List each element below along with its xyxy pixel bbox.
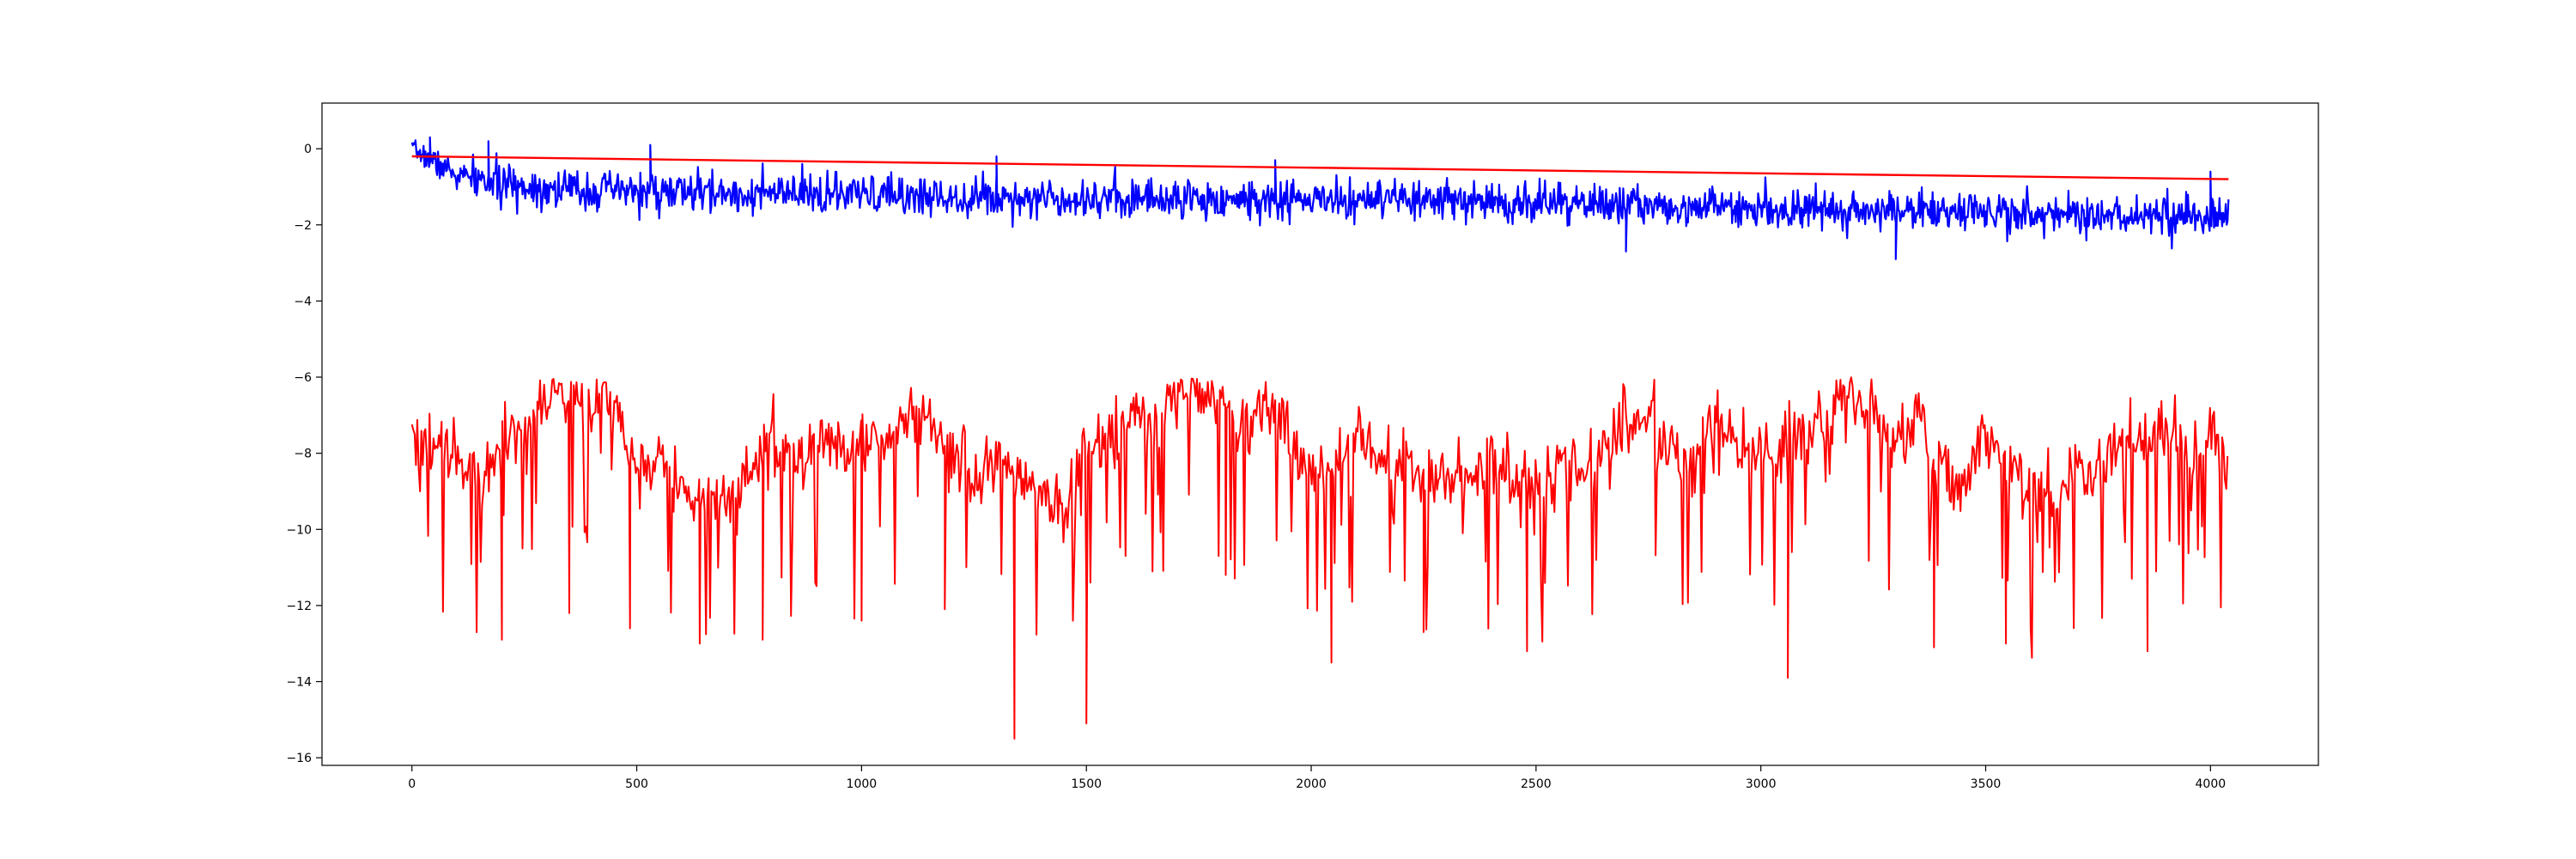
y-tick-label: −4 bbox=[294, 295, 312, 308]
series-volatile-2 bbox=[410, 376, 2229, 740]
y-tick-label: −14 bbox=[286, 676, 312, 690]
y-tick-label: −12 bbox=[286, 600, 312, 613]
y-axis: 0 −2 −4 −6 −8 −10 −12 −14 −16 bbox=[286, 143, 322, 765]
x-tick-label: 0 bbox=[408, 777, 416, 791]
x-tick-label: 3000 bbox=[1746, 777, 1777, 791]
axes-frame bbox=[321, 102, 2319, 766]
x-tick-label: 1500 bbox=[1071, 777, 1102, 791]
series-noisy-0 bbox=[410, 136, 2230, 260]
y-tick-label: −2 bbox=[294, 219, 312, 233]
plot-area bbox=[321, 102, 2319, 766]
y-tick-label: 0 bbox=[304, 143, 312, 156]
x-tick-label: 3500 bbox=[1971, 777, 2002, 791]
y-tick-label: −10 bbox=[286, 523, 312, 537]
series-line-1 bbox=[411, 155, 2229, 180]
series-layer bbox=[410, 136, 2230, 740]
y-tick-label: −16 bbox=[286, 752, 312, 765]
x-tick-label: 2000 bbox=[1296, 777, 1327, 791]
x-axis: 0 500 1000 1500 2000 2500 3000 3500 4000 bbox=[408, 765, 2226, 791]
x-tick-label: 1000 bbox=[847, 777, 878, 791]
y-tick-label: −8 bbox=[294, 448, 312, 461]
x-tick-label: 4000 bbox=[2196, 777, 2227, 791]
x-tick-label: 500 bbox=[625, 777, 648, 791]
y-tick-label: −6 bbox=[294, 371, 312, 385]
x-tick-label: 2500 bbox=[1521, 777, 1552, 791]
